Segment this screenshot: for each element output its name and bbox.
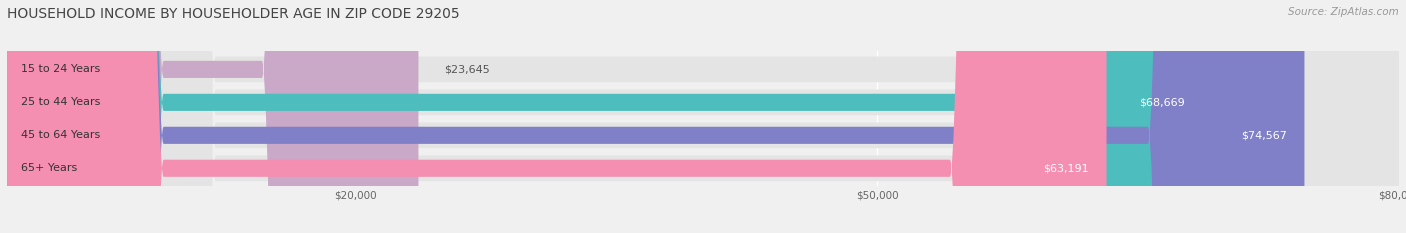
Text: Source: ZipAtlas.com: Source: ZipAtlas.com bbox=[1288, 7, 1399, 17]
Text: $74,567: $74,567 bbox=[1241, 130, 1286, 140]
Text: $63,191: $63,191 bbox=[1043, 163, 1090, 173]
FancyBboxPatch shape bbox=[7, 0, 1305, 233]
Text: 45 to 64 Years: 45 to 64 Years bbox=[21, 130, 100, 140]
FancyBboxPatch shape bbox=[7, 0, 1399, 233]
FancyBboxPatch shape bbox=[7, 0, 419, 233]
FancyBboxPatch shape bbox=[7, 0, 1399, 233]
Text: $23,645: $23,645 bbox=[444, 64, 491, 74]
Text: HOUSEHOLD INCOME BY HOUSEHOLDER AGE IN ZIP CODE 29205: HOUSEHOLD INCOME BY HOUSEHOLDER AGE IN Z… bbox=[7, 7, 460, 21]
Text: 15 to 24 Years: 15 to 24 Years bbox=[21, 64, 100, 74]
FancyBboxPatch shape bbox=[7, 0, 1107, 233]
FancyBboxPatch shape bbox=[7, 0, 1202, 233]
FancyBboxPatch shape bbox=[7, 0, 1399, 233]
FancyBboxPatch shape bbox=[7, 0, 1399, 233]
Text: $68,669: $68,669 bbox=[1139, 97, 1184, 107]
Text: 65+ Years: 65+ Years bbox=[21, 163, 77, 173]
Text: 25 to 44 Years: 25 to 44 Years bbox=[21, 97, 100, 107]
